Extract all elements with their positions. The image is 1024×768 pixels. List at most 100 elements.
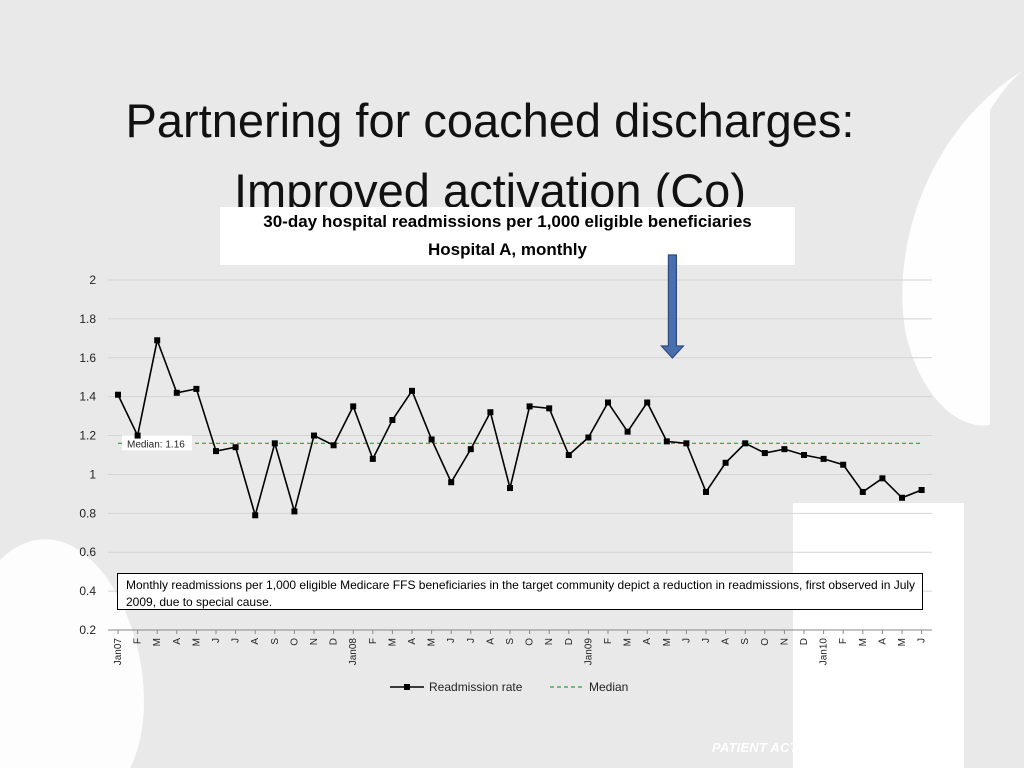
data-point-36 [820,455,827,462]
x-tick-label-41: J [917,638,928,643]
data-point-22 [546,405,553,412]
x-tick-label-19: A [485,638,496,645]
data-point-15 [409,387,415,394]
y-axis: 0.2 0.4 0.6 0.8 1 1.2 1.4 1.6 1.8 2 [79,273,96,637]
x-tick-label-36: Jan10 [819,638,830,666]
y-tick-label-8: 1.8 [79,312,96,326]
x-tick-label-13: F [368,638,379,644]
data-point-39 [879,475,886,482]
y-tick-label-2: 0.6 [79,545,96,559]
chart-title-box: 30-day hospital readmissions per 1,000 e… [220,207,795,265]
data-point-40 [899,494,905,501]
x-tick-label-14: M [387,638,398,646]
legend: Readmission rate Median [390,680,628,694]
median-label: Median: 1.16 [127,439,185,450]
arrow-down-icon [660,254,685,359]
x-tick-label-12: Jan08 [348,638,359,666]
data-point-29 [683,440,690,447]
footer-label: PATIENT ACTIVATION [712,740,850,755]
background-crescent-left [0,539,144,768]
x-tick-label-8: S [270,638,281,645]
x-tick-label-11: D [329,638,340,645]
x-tick-label-22: N [544,638,555,645]
x-tick-label-0: Jan07 [113,638,124,666]
x-tick-label-33: O [760,638,771,646]
data-point-7 [252,512,259,519]
y-tick-label-5: 1.2 [79,429,96,443]
background-crescent-right [902,70,1024,426]
x-tick-label-10: N [309,638,320,645]
legend-label-median: Median [589,680,628,694]
chart-title: 30-day hospital readmissions per 1,000 e… [263,212,752,231]
data-point-41 [918,487,925,493]
y-tick-label-1: 0.4 [79,584,96,598]
data-point-25 [605,399,611,406]
x-tick-label-1: F [133,638,144,644]
data-point-3 [173,389,180,396]
x-axis: Jan07 F M A M J J A S O N D Jan08 F M A M J J A S O N D Jan09 F M A… [108,629,932,666]
x-tick-label-38: M [858,638,869,646]
data-point-10 [311,432,317,439]
data-point-31 [722,459,729,466]
data-point-8 [271,440,278,447]
data-point-4 [193,385,200,392]
x-tick-label-4: M [191,638,202,646]
y-tick-label-4: 1 [89,467,96,481]
y-tick-label-3: 0.8 [79,506,96,520]
x-tick-label-40: M [897,638,908,646]
x-tick-label-24: Jan09 [583,638,594,666]
x-tick-label-23: D [564,638,575,645]
y-tick-label-9: 2 [89,273,96,287]
x-tick-label-15: A [407,638,418,645]
x-tick-label-28: M [662,638,673,646]
y-tick-label-0: 0.2 [79,623,96,637]
data-point-6 [232,444,239,451]
data-point-12 [350,403,357,410]
x-tick-label-29: J [681,638,692,643]
intervention-arrow [660,254,685,359]
data-point-32 [742,440,749,447]
data-point-24 [585,434,592,441]
y-tick-label-7: 1.6 [79,351,96,365]
median-label-background [122,435,192,451]
x-tick-label-27: A [642,638,653,645]
x-tick-label-25: F [603,638,614,644]
data-point-17 [448,479,455,486]
x-tick-label-34: N [779,638,790,645]
data-point-2 [154,337,161,344]
annotation-box: Monthly readmissions per 1,000 eligible … [117,573,923,610]
slide-title-line1: Partnering for coached discharges: [125,94,855,147]
background-white-block [793,503,964,768]
x-tick-label-5: J [211,638,222,643]
data-point-20 [507,485,513,492]
series-line [117,337,922,519]
x-tick-label-6: J [231,638,242,643]
y-tick-label-6: 1.4 [79,390,96,404]
data-point-37 [840,461,847,468]
data-point-16 [428,436,435,443]
data-point-34 [781,446,788,453]
data-point-18 [467,446,474,453]
data-point-28 [663,438,670,445]
data-point-35 [801,452,807,458]
x-tick-label-2: M [152,638,163,646]
data-point-27 [644,399,651,406]
x-tick-label-26: M [623,638,634,646]
data-point-14 [389,417,396,423]
data-point-26 [624,428,631,435]
x-tick-label-3: A [172,638,183,645]
data-point-23 [565,452,572,458]
data-point-9 [291,508,298,515]
data-point-5 [213,448,219,455]
data-point-0 [115,391,121,398]
x-tick-label-39: A [877,638,888,645]
legend-label-readmission-rate: Readmission rate [429,680,523,694]
x-tick-label-17: J [446,638,457,643]
chart-subtitle: Hospital A, monthly [428,240,587,259]
data-point-19 [487,409,494,416]
x-tick-label-16: M [427,638,438,646]
data-point-11 [330,442,337,449]
data-point-13 [369,455,376,462]
